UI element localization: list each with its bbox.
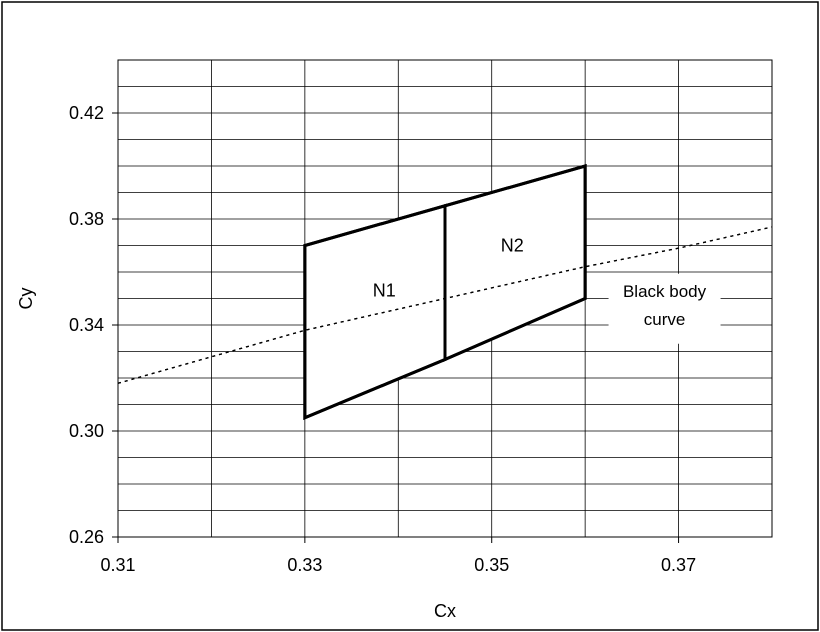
region-n2-border [443,164,587,362]
y-tick-label: 0.30 [69,421,104,441]
y-axis-title: Cy [16,288,36,310]
y-tick-label: 0.38 [69,209,104,229]
axes: 0.31 0.33 0.35 0.37 0.26 0.30 0.34 0.38 0.42 [69,103,696,575]
plot-area-border [117,59,773,538]
y-tick-label: 0.26 [69,527,104,547]
region-n1-outline [303,203,447,420]
y-tick-label: 0.42 [69,103,104,123]
region-label-n1: N1 [373,281,396,301]
black-body-curve-layer [117,226,773,384]
black-body-label-line-2: curve [644,310,686,329]
x-tick-label: 0.37 [661,555,696,575]
black-body-curve [117,226,773,384]
x-tick-label: 0.31 [100,555,135,575]
black-body-label-line-1: Black body [623,282,707,301]
region-label-n2: N2 [501,236,524,256]
y-tick-label: 0.34 [69,315,104,335]
x-axis-title: Cx [434,601,456,621]
x-tick-label: 0.35 [474,555,509,575]
annotation-background [608,273,721,344]
chart-labels: Cx Cy N1 N2 Black body curve [16,236,721,621]
x-tick-label: 0.33 [287,555,322,575]
color-regions [117,164,773,420]
